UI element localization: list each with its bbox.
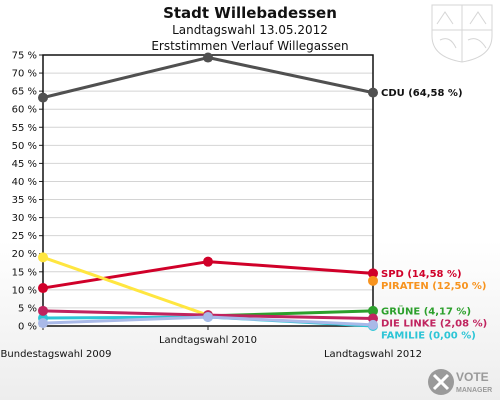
y-tick-label: 55 % — [12, 123, 37, 134]
chart-subtitle: Landtagswahl 13.05.2012 — [172, 23, 328, 37]
y-tick-label: 45 % — [12, 159, 37, 170]
data-point — [203, 256, 213, 267]
y-tick-label: 10 % — [12, 285, 37, 296]
y-tick-label: 25 % — [12, 231, 37, 242]
plot-area — [43, 55, 373, 326]
logo-text-vote: VOTE — [456, 370, 489, 384]
y-tick-label: 60 % — [12, 105, 37, 116]
x-tick-label: Landtagswahl 2012 — [324, 349, 422, 360]
series-label: FAMILIE (0,00 %) — [381, 330, 476, 341]
checkmark-x-icon — [428, 369, 454, 395]
logo-text-manager: MANAGER — [456, 387, 492, 394]
series-label: DIE LINKE (2,08 %) — [381, 318, 487, 329]
y-tick-label: 35 % — [12, 195, 37, 206]
data-point — [38, 318, 48, 329]
data-point — [368, 275, 378, 286]
series-line-fdp — [42, 255, 209, 317]
y-tick-label: 15 % — [12, 267, 37, 278]
series-label: CDU (64,58 %) — [381, 88, 463, 99]
y-tick-label: 50 % — [12, 141, 37, 152]
x-tick-label: Landtagswahl 2010 — [159, 335, 257, 346]
data-point — [368, 87, 378, 98]
data-point — [38, 305, 48, 316]
chart-subtitle-2: Erststimmen Verlauf Willegassen — [151, 39, 349, 53]
y-tick-label: 30 % — [12, 213, 37, 224]
coat-of-arms-icon — [431, 4, 493, 63]
x-tick-label: Bundestagswahl 2009 — [1, 349, 112, 360]
y-tick-label: 5 % — [18, 303, 37, 314]
data-point — [38, 92, 48, 103]
series-label: SPD (14,58 %) — [381, 269, 462, 280]
series-label: PIRATEN (12,50 %) — [381, 281, 487, 292]
data-point — [38, 283, 48, 294]
y-tick-label: 20 % — [12, 249, 37, 260]
data-point — [203, 311, 213, 322]
data-point — [38, 252, 48, 263]
y-tick-label: 75 % — [12, 51, 37, 62]
data-point — [368, 268, 378, 279]
y-tick-label: 40 % — [12, 177, 37, 188]
y-tick-label: 0 % — [18, 322, 37, 333]
vote-manager-logo: VOTE MANAGER — [428, 369, 492, 395]
y-tick-label: 70 % — [12, 69, 37, 80]
chart-titles: Stadt Willebadessen Landtagswahl 13.05.2… — [0, 4, 500, 54]
series-label: GRÜNE (4,17 %) — [381, 303, 471, 317]
data-point — [368, 305, 378, 316]
data-point — [203, 52, 213, 63]
chart-title: Stadt Willebadessen — [163, 4, 337, 22]
y-tick-label: 65 % — [12, 87, 37, 98]
data-point — [368, 319, 378, 330]
